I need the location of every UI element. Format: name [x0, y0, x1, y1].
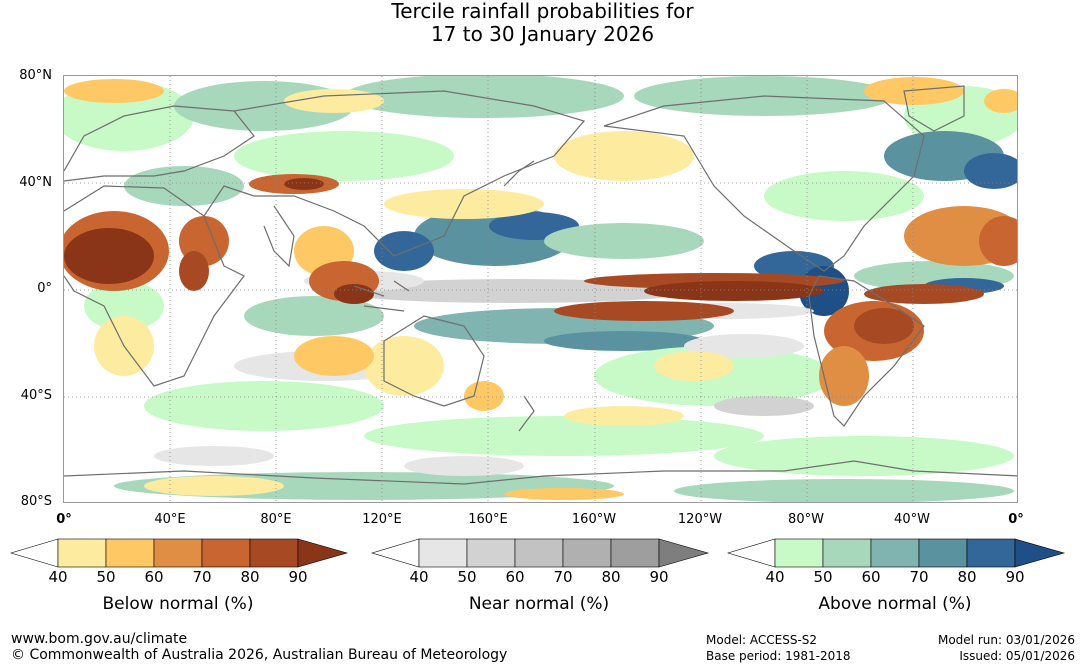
lon-label-80e: 80°E: [260, 512, 292, 527]
near-swatch-5: [610, 538, 660, 568]
above-tick-60: 60: [861, 568, 881, 586]
title-line-2: 17 to 30 January 2026: [430, 22, 655, 46]
near-tick-80: 80: [601, 568, 621, 586]
near-tick-40: 40: [409, 568, 429, 586]
europe-coast: [64, 105, 255, 182]
lat-label-40n: 40°N: [19, 175, 52, 190]
above-swatch-3: [870, 538, 920, 568]
legend-below-normal: 40 50 60 70 80 90 Below normal (%): [10, 538, 350, 618]
lat-label-0: 0°: [37, 281, 52, 296]
africa-coast: [64, 185, 245, 387]
below-normal-areas: [64, 77, 1017, 500]
above-normal-title: Above normal (%): [818, 594, 972, 614]
lon-label-80w: 80°W: [788, 512, 824, 527]
legend-above-normal: 40 50 60 70 80 90 Above normal (%): [727, 538, 1067, 618]
below-normal-title: Below normal (%): [102, 594, 254, 614]
near-swatch-under: [371, 538, 420, 568]
lon-label-160w: 160°W: [571, 512, 617, 527]
below-normal-colorbar: [10, 538, 349, 568]
lon-label-40e: 40°E: [154, 512, 186, 527]
base-period: Base period: 1981-2018: [706, 649, 851, 663]
above-swatch-over: [1014, 538, 1066, 568]
legend-near-normal: 40 50 60 70 80 90 Near normal (%): [371, 538, 711, 618]
bom-website-link[interactable]: www.bom.gov.au/climate: [11, 631, 188, 647]
indonesia-coast: [353, 280, 410, 312]
below-swatch-5: [249, 538, 299, 568]
above-swatch-2: [822, 538, 872, 568]
lon-label-120e: 120°E: [362, 512, 402, 527]
north-america-coast: [603, 95, 925, 272]
near-tick-50: 50: [457, 568, 477, 586]
below-swatch-over: [297, 538, 349, 568]
below-swatch-3: [153, 538, 203, 568]
near-tick-60: 60: [505, 568, 525, 586]
below-tick-40: 40: [48, 568, 68, 586]
below-tick-70: 70: [192, 568, 212, 586]
nz-coast: [518, 395, 535, 432]
coastlines: [64, 85, 1017, 485]
above-tick-50: 50: [813, 568, 833, 586]
australia-coast: [383, 315, 485, 407]
lat-label-80n: 80°N: [19, 68, 52, 83]
near-swatch-over: [658, 538, 710, 568]
above-tick-90: 90: [1005, 568, 1025, 586]
below-tick-80: 80: [240, 568, 260, 586]
above-tick-80: 80: [957, 568, 977, 586]
lon-label-120w: 120°W: [677, 512, 723, 527]
above-swatch-under: [727, 538, 776, 568]
below-tick-50: 50: [96, 568, 116, 586]
near-normal-title: Near normal (%): [468, 594, 610, 614]
below-swatch-under: [10, 538, 59, 568]
antarctica-coast: [64, 460, 1017, 485]
lat-label-80s: 80°S: [20, 494, 52, 509]
map-title: Tercile rainfall probabilities for 17 to…: [0, 0, 1085, 46]
lat-label-40s: 40°S: [20, 388, 52, 403]
lon-label-40w: 40°W: [894, 512, 930, 527]
rainfall-probability-map: [63, 75, 1018, 503]
near-tick-70: 70: [553, 568, 573, 586]
lon-label-0-left: 0°: [56, 512, 72, 527]
near-swatch-1: [418, 538, 468, 568]
asia-coast: [203, 90, 586, 257]
below-tick-90: 90: [288, 568, 308, 586]
india-coast: [263, 205, 295, 268]
below-swatch-1: [57, 538, 107, 568]
model-run-date: Model run: 03/01/2026: [937, 633, 1075, 647]
below-swatch-4: [201, 538, 251, 568]
lon-label-160e: 160°E: [468, 512, 508, 527]
south-america-coast: [808, 275, 925, 427]
graticule: [64, 76, 1017, 502]
above-swatch-1: [774, 538, 824, 568]
near-tick-90: 90: [649, 568, 669, 586]
model-name: Model: ACCESS-S2: [706, 633, 818, 647]
copyright-notice: © Commonwealth of Australia 2026, Austra…: [11, 647, 508, 663]
above-swatch-5: [966, 538, 1016, 568]
near-swatch-2: [466, 538, 516, 568]
near-swatch-4: [562, 538, 612, 568]
below-swatch-2: [105, 538, 155, 568]
title-line-1: Tercile rainfall probabilities for: [391, 0, 694, 23]
japan-coast: [503, 160, 535, 187]
above-swatch-4: [918, 538, 968, 568]
above-normal-colorbar: [727, 538, 1066, 568]
near-swatch-3: [514, 538, 564, 568]
greenland-coast: [903, 85, 965, 132]
near-normal-colorbar: [371, 538, 710, 568]
below-tick-60: 60: [144, 568, 164, 586]
issued-date: Issued: 05/01/2026: [959, 649, 1075, 663]
map-canvas: [64, 76, 1017, 502]
lon-label-0-right: 0°: [1008, 512, 1024, 527]
above-tick-70: 70: [909, 568, 929, 586]
above-tick-40: 40: [765, 568, 785, 586]
